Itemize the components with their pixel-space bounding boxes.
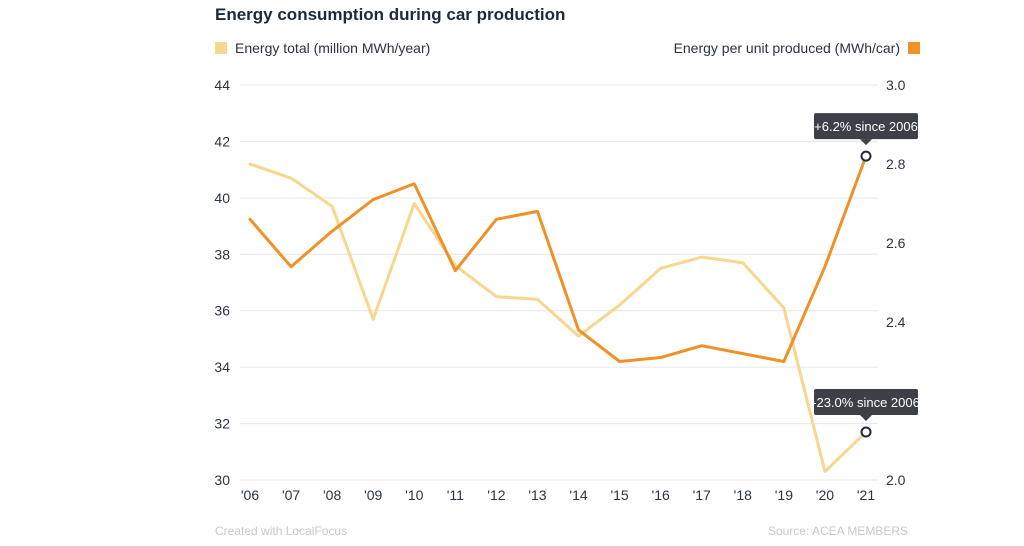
footer-credit: Created with LocalFocus: [215, 524, 348, 538]
footer-source: Source: ACEA MEMBERS: [767, 524, 908, 538]
annotation-label: -23.0% since 2006: [812, 395, 920, 410]
series-line-energy-per-unit: [248, 154, 868, 363]
y-right-tick-label: 2.6: [886, 235, 906, 251]
x-tick-label: '12: [487, 487, 505, 503]
x-tick-label: '20: [816, 487, 834, 503]
annotation-label: +6.2% since 2006: [814, 119, 918, 134]
y-left-tick-label: 44: [214, 77, 230, 93]
annotation-pointer: [860, 415, 872, 422]
x-tick-label: '11: [447, 487, 464, 503]
y-left-tick-label: 36: [214, 303, 230, 319]
x-tick-label: '14: [569, 487, 587, 503]
y-right-tick-label: 2.8: [886, 156, 906, 172]
x-tick-label: '10: [405, 487, 423, 503]
y-left-tick-label: 32: [214, 416, 230, 432]
y-left-tick-label: 38: [214, 246, 230, 262]
x-tick-label: '18: [734, 487, 752, 503]
y-left-tick-label: 40: [214, 190, 230, 206]
legend-energy-per-unit: Energy per unit produced (MWh/car): [674, 40, 920, 56]
y-left-tick-label: 34: [214, 359, 230, 375]
y-left-tick-label: 30: [214, 472, 230, 488]
legend-swatch-energy-total: [215, 42, 227, 54]
legend-swatch-energy-per-unit: [908, 42, 920, 54]
x-tick-label: '09: [364, 487, 382, 503]
x-tick-label: '21: [857, 487, 875, 503]
x-tick-label: '16: [652, 487, 670, 503]
legend-label-energy-total: Energy total (million MWh/year): [235, 40, 431, 56]
x-tick-label: '15: [610, 487, 628, 503]
series-line-energy-total: [248, 162, 868, 474]
x-tick-label: '19: [775, 487, 793, 503]
y-left-tick-label: 42: [214, 133, 230, 149]
y-right-tick-label: 3.0: [886, 77, 906, 93]
x-tick-label: '06: [241, 487, 259, 503]
x-tick-label: '08: [323, 487, 341, 503]
annotation-pointer: [860, 139, 872, 146]
annotation-box: [814, 113, 918, 140]
legend-energy-total: Energy total (million MWh/year): [215, 40, 430, 56]
x-tick-label: '17: [693, 487, 711, 503]
legend-label-energy-per-unit: Energy per unit produced (MWh/car): [673, 40, 900, 56]
x-tick-label: '13: [528, 487, 546, 503]
annotation-marker: [860, 426, 872, 438]
annotation-box: [814, 389, 918, 416]
x-tick-label: '07: [282, 487, 300, 503]
annotation-marker: [860, 150, 872, 162]
y-right-tick-label: 2.0: [886, 472, 906, 488]
y-right-tick-label: 2.4: [886, 314, 906, 330]
chart-title: Energy consumption during car production: [215, 5, 566, 24]
